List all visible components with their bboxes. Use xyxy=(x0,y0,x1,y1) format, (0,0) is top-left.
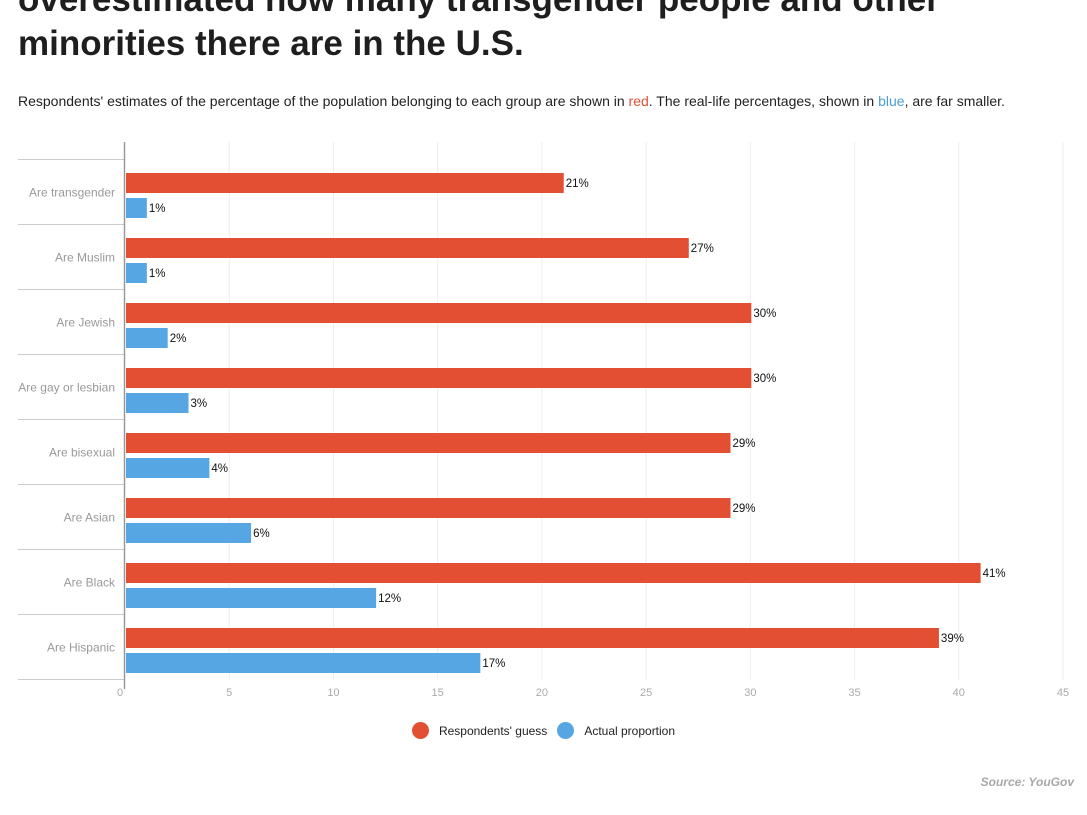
data-label-actual: 3% xyxy=(191,398,208,410)
data-label-actual: 1% xyxy=(149,268,166,280)
subtitle-text-2: . The real-life percentages, shown in xyxy=(648,93,879,109)
data-label-guess: 41% xyxy=(983,568,1006,580)
legend-dot-guess xyxy=(411,722,429,739)
bar-guess xyxy=(126,563,981,583)
legend-item-actual[interactable]: Actual proportion xyxy=(557,722,675,739)
x-tick-label: 25 xyxy=(640,687,652,699)
legend-label-guess: Respondents' guess xyxy=(438,723,548,738)
data-label-guess: 29% xyxy=(732,503,755,515)
category-label: Are transgender xyxy=(29,186,115,200)
bar-actual xyxy=(126,588,377,608)
bar-actual xyxy=(126,653,481,673)
bar-guess xyxy=(126,238,689,258)
x-tick-label: 35 xyxy=(848,687,860,699)
bar-guess xyxy=(126,368,752,388)
data-label-actual: 4% xyxy=(211,463,228,475)
data-label-guess: 30% xyxy=(753,373,776,385)
data-label-actual: 17% xyxy=(482,658,505,670)
bar-guess xyxy=(126,433,731,453)
bar-guess xyxy=(126,173,564,193)
bar-actual xyxy=(126,198,147,218)
chart-legend: Respondents' guess Actual proportion xyxy=(0,722,1087,739)
source-note: Source: YouGov xyxy=(980,775,1074,789)
subtitle-text-3: , are far smaller. xyxy=(904,93,1005,109)
data-label-actual: 2% xyxy=(170,333,187,345)
bar-guess xyxy=(126,498,731,518)
bar-chart: 0 5 10 15 20 25 30 35 40 45 Are transgender 21% 1% Ar… xyxy=(18,142,1069,699)
x-tick-label: 45 xyxy=(1057,687,1069,699)
legend-item-guess[interactable]: Respondents' guess xyxy=(411,722,548,739)
x-tick-label: 20 xyxy=(536,687,548,699)
bar-guess xyxy=(126,303,752,323)
data-label-guess: 21% xyxy=(566,178,589,190)
bar-actual xyxy=(126,393,189,413)
legend-label-actual: Actual proportion xyxy=(584,723,676,738)
data-label-actual: 1% xyxy=(149,203,166,215)
x-tick-label: 40 xyxy=(953,687,965,699)
subtitle-blue-word: blue xyxy=(878,93,905,109)
data-label-guess: 27% xyxy=(691,243,714,255)
subtitle-text-1: Respondents' estimates of the percentage… xyxy=(18,93,629,109)
x-tick-label: 0 xyxy=(117,687,123,699)
data-label-guess: 39% xyxy=(941,633,964,645)
category-label: Are Black xyxy=(64,576,116,590)
x-tick-label: 5 xyxy=(226,687,232,699)
category-label: Are Muslim xyxy=(55,251,115,265)
category-label: Are Jewish xyxy=(56,316,115,330)
x-tick-label: 30 xyxy=(744,687,756,699)
bar-actual xyxy=(126,523,252,543)
x-tick-label: 10 xyxy=(327,687,339,699)
data-label-actual: 12% xyxy=(378,593,401,605)
chart-headline: overestimated how many transgender peopl… xyxy=(18,0,940,63)
bar-actual xyxy=(126,458,210,478)
data-label-actual: 6% xyxy=(253,528,270,540)
bar-actual xyxy=(126,328,168,348)
category-label: Are gay or lesbian xyxy=(18,381,115,395)
data-label-guess: 29% xyxy=(732,438,755,450)
category-label: Are Asian xyxy=(64,511,115,525)
bar-actual xyxy=(126,263,147,283)
data-label-guess: 30% xyxy=(753,308,776,320)
subtitle-red-word: red xyxy=(628,93,649,109)
category-label: Are Hispanic xyxy=(47,641,115,655)
chart-subtitle: Respondents' estimates of the percentage… xyxy=(18,93,1078,110)
legend-dot-actual xyxy=(557,722,575,739)
category-label: Are bisexual xyxy=(49,446,115,460)
bar-guess xyxy=(126,628,939,648)
x-tick-label: 15 xyxy=(432,687,444,699)
